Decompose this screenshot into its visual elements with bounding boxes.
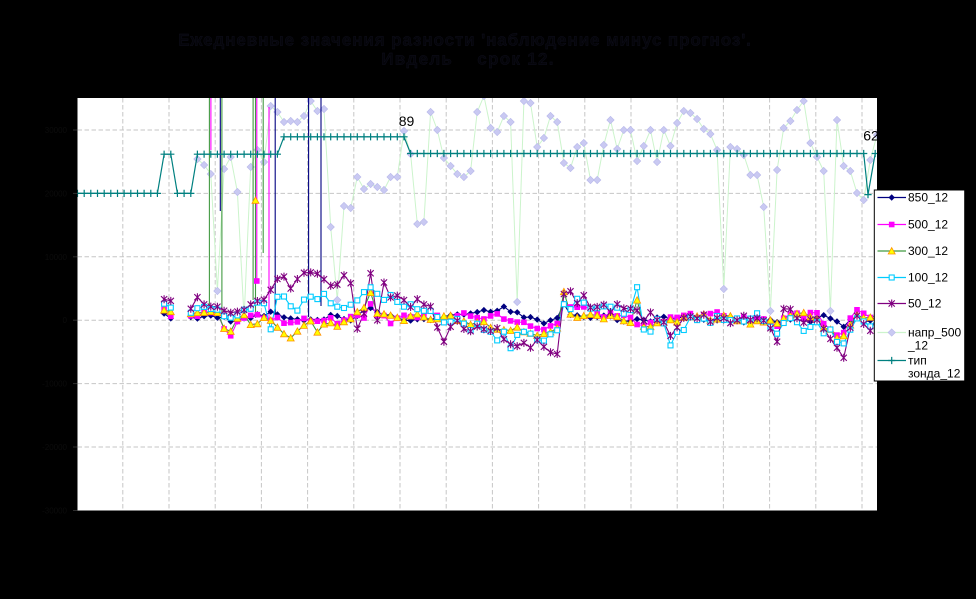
svg-text:100_12: 100_12 [908,271,948,285]
svg-text:10000: 10000 [45,253,68,262]
svg-text:30000: 30000 [45,126,68,135]
svg-text:62: 62 [863,128,879,144]
svg-text:0: 0 [63,316,68,325]
svg-text:-10000: -10000 [42,380,67,389]
svg-text:Ивдель срок 12.: Ивдель срок 12. [381,50,555,69]
svg-text:-20000: -20000 [42,443,67,452]
svg-text:_12: _12 [907,339,928,353]
svg-text:20000: 20000 [45,189,68,198]
svg-text:Ежедневные значения разности ': Ежедневные значения разности 'наблюдение… [178,31,752,50]
svg-text:зонда_12: зонда_12 [908,367,961,381]
svg-text:89: 89 [399,113,415,129]
svg-text:напр_500: напр_500 [908,326,961,340]
svg-text:тип: тип [908,354,927,368]
svg-text:850_12: 850_12 [908,191,948,205]
svg-text:-30000: -30000 [42,507,67,516]
svg-text:50_12: 50_12 [908,297,942,311]
svg-text:300_12: 300_12 [908,244,948,258]
svg-text:500_12: 500_12 [908,218,948,232]
